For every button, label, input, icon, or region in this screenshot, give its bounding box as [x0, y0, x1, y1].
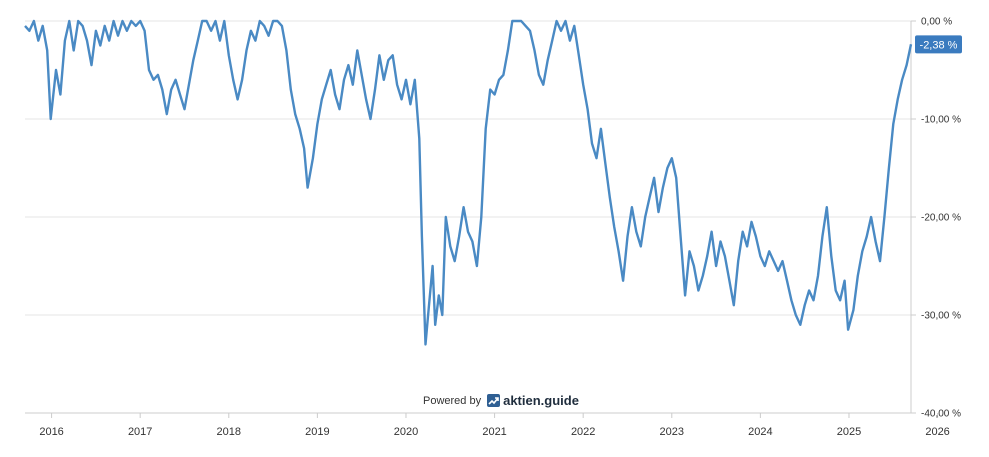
- series: [24, 19, 913, 346]
- powered-by-branding[interactable]: Powered by aktien.guide: [423, 393, 579, 408]
- last-value-label: -2,38 %: [920, 39, 958, 51]
- x-tick-label: 2017: [128, 426, 152, 438]
- last-value-badge: -2,38 %: [915, 35, 962, 54]
- grid: [25, 20, 911, 414]
- x-tick-label: 2023: [660, 426, 684, 438]
- y-tick-label: -20,00 %: [921, 213, 961, 224]
- x-tick-label: 2026: [925, 426, 949, 438]
- last-value-badge-box: [915, 35, 962, 54]
- x-tick-label: 2021: [482, 426, 506, 438]
- y-tick-label: -40,00 %: [921, 409, 961, 420]
- trend-up-icon: [487, 394, 501, 407]
- brand-name: aktien.guide: [503, 393, 579, 408]
- y-tick-label: -10,00 %: [921, 115, 961, 126]
- y-tick-labels: 0,00 % -10,00 % -20,00 % -30,00 % -40,00 %: [921, 17, 961, 420]
- x-tick-label: 2020: [394, 426, 418, 438]
- x-tick-label: 2018: [217, 426, 241, 438]
- powered-by-text: Powered by: [423, 394, 482, 407]
- x-tick-label: 2024: [748, 426, 772, 438]
- x-tick-label: 2016: [39, 426, 63, 438]
- series-line: [24, 19, 913, 346]
- brand-logo[interactable]: aktien.guide: [487, 393, 579, 408]
- x-tick-label: 2025: [837, 426, 861, 438]
- y-tick-label: 0,00 %: [921, 17, 952, 28]
- axes: [25, 20, 939, 418]
- x-tick-label: 2022: [571, 426, 595, 438]
- y-tick-label: -30,00 %: [921, 311, 961, 322]
- x-tick-labels: 2016 2017 2018 2019 2020 2021 2022 2023 2024 2025…: [39, 426, 949, 438]
- x-tick-label: 2019: [305, 426, 329, 438]
